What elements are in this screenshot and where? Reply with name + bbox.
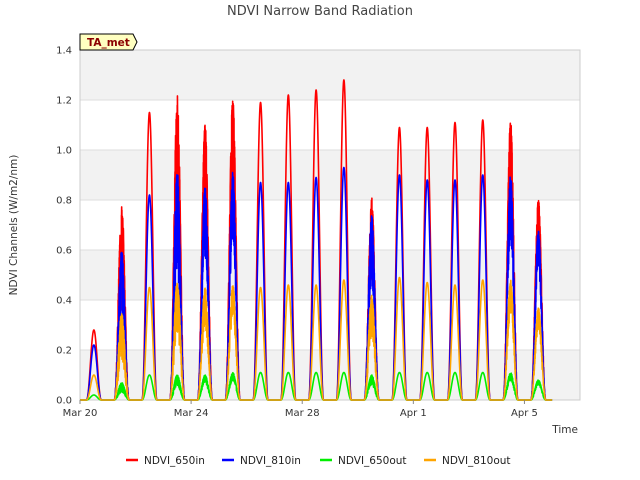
y-tick-label: 0.8: [56, 196, 72, 207]
x-axis-ticks: Mar 20 Mar 24 Mar 28 Apr 1 Apr 5: [63, 400, 538, 419]
y-axis-label: NDVI Channels (W/m2/nm): [8, 155, 20, 296]
y-band: [80, 350, 580, 400]
y-band: [80, 50, 580, 100]
y-tick-label: 1.0: [56, 146, 72, 157]
y-tick-label: 0.2: [56, 346, 72, 357]
legend-label: NDVI_650in: [144, 455, 205, 467]
x-axis-label: Time: [551, 424, 578, 436]
series-layer: [79, 79, 553, 401]
x-tick-label: Apr 1: [400, 408, 427, 419]
chart-title: NDVI Narrow Band Radiation: [227, 4, 413, 19]
legend-label: NDVI_810in: [240, 455, 301, 467]
legend-label: NDVI_650out: [338, 455, 407, 467]
badge-label: TA_met: [87, 37, 130, 49]
x-tick-label: Mar 24: [174, 408, 209, 419]
y-band: [80, 250, 580, 300]
y-tick-label: 0.0: [56, 396, 72, 407]
y-tick-label: 0.6: [56, 246, 72, 257]
badge-shape: [79, 33, 138, 51]
legend-label: NDVI_810out: [442, 455, 511, 467]
y-axis-ticks: 0.0 0.2 0.4 0.6 0.8 1.0 1.2 1.4: [56, 46, 72, 407]
y-band: [80, 150, 580, 200]
x-tick-label: Mar 20: [63, 408, 98, 419]
plot-background-bands: [80, 50, 580, 400]
x-tick-label: Mar 28: [285, 408, 320, 419]
y-tick-label: 0.4: [56, 296, 72, 307]
series-line-ndvi-810out: [79, 276, 553, 401]
legend: NDVI_650in NDVI_810in NDVI_650out NDVI_810o…: [126, 455, 511, 467]
y-tick-label: 1.4: [56, 46, 72, 57]
y-tick-label: 1.2: [56, 96, 72, 107]
x-tick-label: Apr 5: [511, 408, 538, 419]
ta-met-badge: TA_met: [79, 33, 138, 51]
